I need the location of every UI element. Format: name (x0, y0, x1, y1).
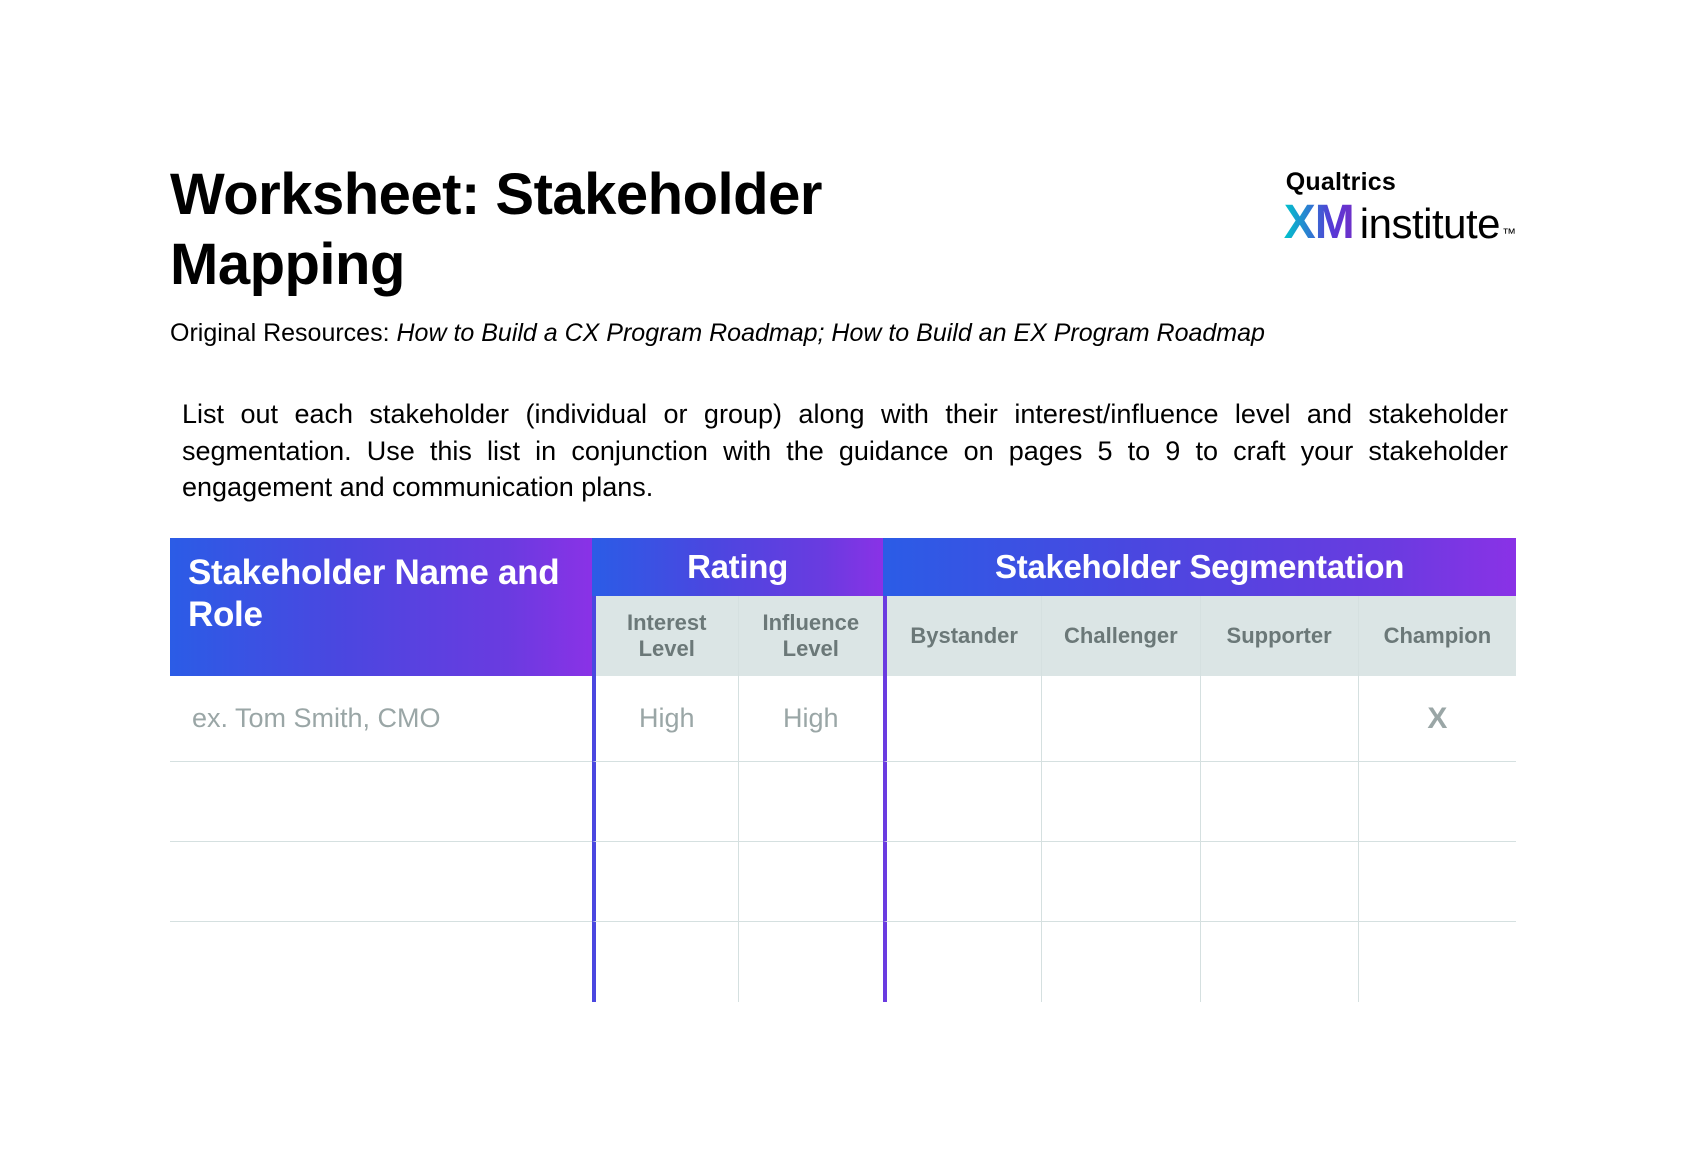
logo-xm-institute: XM institute ™ (1284, 195, 1516, 250)
col-header-interest: Interest Level (592, 596, 738, 677)
table-row: ex. Tom Smith, CMO High High X (170, 676, 1516, 762)
cell-bystander[interactable] (883, 842, 1041, 922)
col-header-influence: Influence Level (738, 596, 884, 677)
cell-name[interactable]: ex. Tom Smith, CMO (170, 676, 592, 762)
cell-champion[interactable] (1358, 842, 1516, 922)
cell-supporter[interactable] (1200, 922, 1358, 1002)
table-row (170, 762, 1516, 842)
table-row (170, 842, 1516, 922)
col-header-segmentation: Stakeholder Segmentation (883, 538, 1516, 596)
col-header-challenger: Challenger (1041, 596, 1199, 677)
cell-interest[interactable] (592, 762, 738, 842)
cell-challenger[interactable] (1041, 842, 1199, 922)
logo-company: Qualtrics (1286, 168, 1516, 197)
col-header-champion: Champion (1358, 596, 1516, 677)
cell-supporter[interactable] (1200, 676, 1358, 762)
cell-interest[interactable] (592, 842, 738, 922)
cell-champion[interactable]: X (1358, 676, 1516, 762)
worksheet-page: Worksheet: Stakeholder Mapping Qualtrics… (0, 0, 1686, 1002)
cell-bystander[interactable] (883, 762, 1041, 842)
cell-bystander[interactable] (883, 676, 1041, 762)
cell-influence[interactable] (738, 842, 884, 922)
col-header-name: Stakeholder Name and Role (170, 538, 592, 677)
subtitle-resources: How to Build a CX Program Roadmap; How t… (396, 319, 1264, 347)
stakeholder-table: Stakeholder Name and Role Rating Stakeho… (170, 538, 1516, 1003)
cell-bystander[interactable] (883, 922, 1041, 1002)
cell-supporter[interactable] (1200, 762, 1358, 842)
logo-xm-text: XM (1284, 195, 1354, 250)
logo-institute-text: institute (1360, 200, 1500, 248)
cell-challenger[interactable] (1041, 676, 1199, 762)
cell-interest[interactable]: High (592, 676, 738, 762)
subtitle-label: Original Resources: (170, 319, 396, 347)
header-row: Worksheet: Stakeholder Mapping Qualtrics… (170, 160, 1516, 299)
cell-influence[interactable] (738, 922, 884, 1002)
page-title: Worksheet: Stakeholder Mapping (170, 160, 920, 299)
table-header-row-1: Stakeholder Name and Role Rating Stakeho… (170, 538, 1516, 596)
cell-champion[interactable] (1358, 762, 1516, 842)
cell-supporter[interactable] (1200, 842, 1358, 922)
cell-champion[interactable] (1358, 922, 1516, 1002)
cell-interest[interactable] (592, 922, 738, 1002)
cell-name[interactable] (170, 842, 592, 922)
cell-influence[interactable]: High (738, 676, 884, 762)
cell-name[interactable] (170, 922, 592, 1002)
subtitle: Original Resources: How to Build a CX Pr… (170, 319, 1516, 348)
col-header-bystander: Bystander (883, 596, 1041, 677)
logo-trademark: ™ (1502, 225, 1516, 241)
cell-challenger[interactable] (1041, 762, 1199, 842)
col-header-rating: Rating (592, 538, 883, 596)
col-header-supporter: Supporter (1200, 596, 1358, 677)
cell-name[interactable] (170, 762, 592, 842)
table-row (170, 922, 1516, 1002)
cell-influence[interactable] (738, 762, 884, 842)
qualtrics-logo: Qualtrics XM institute ™ (1284, 168, 1516, 250)
intro-text: List out each stakeholder (individual or… (170, 396, 1516, 505)
cell-challenger[interactable] (1041, 922, 1199, 1002)
